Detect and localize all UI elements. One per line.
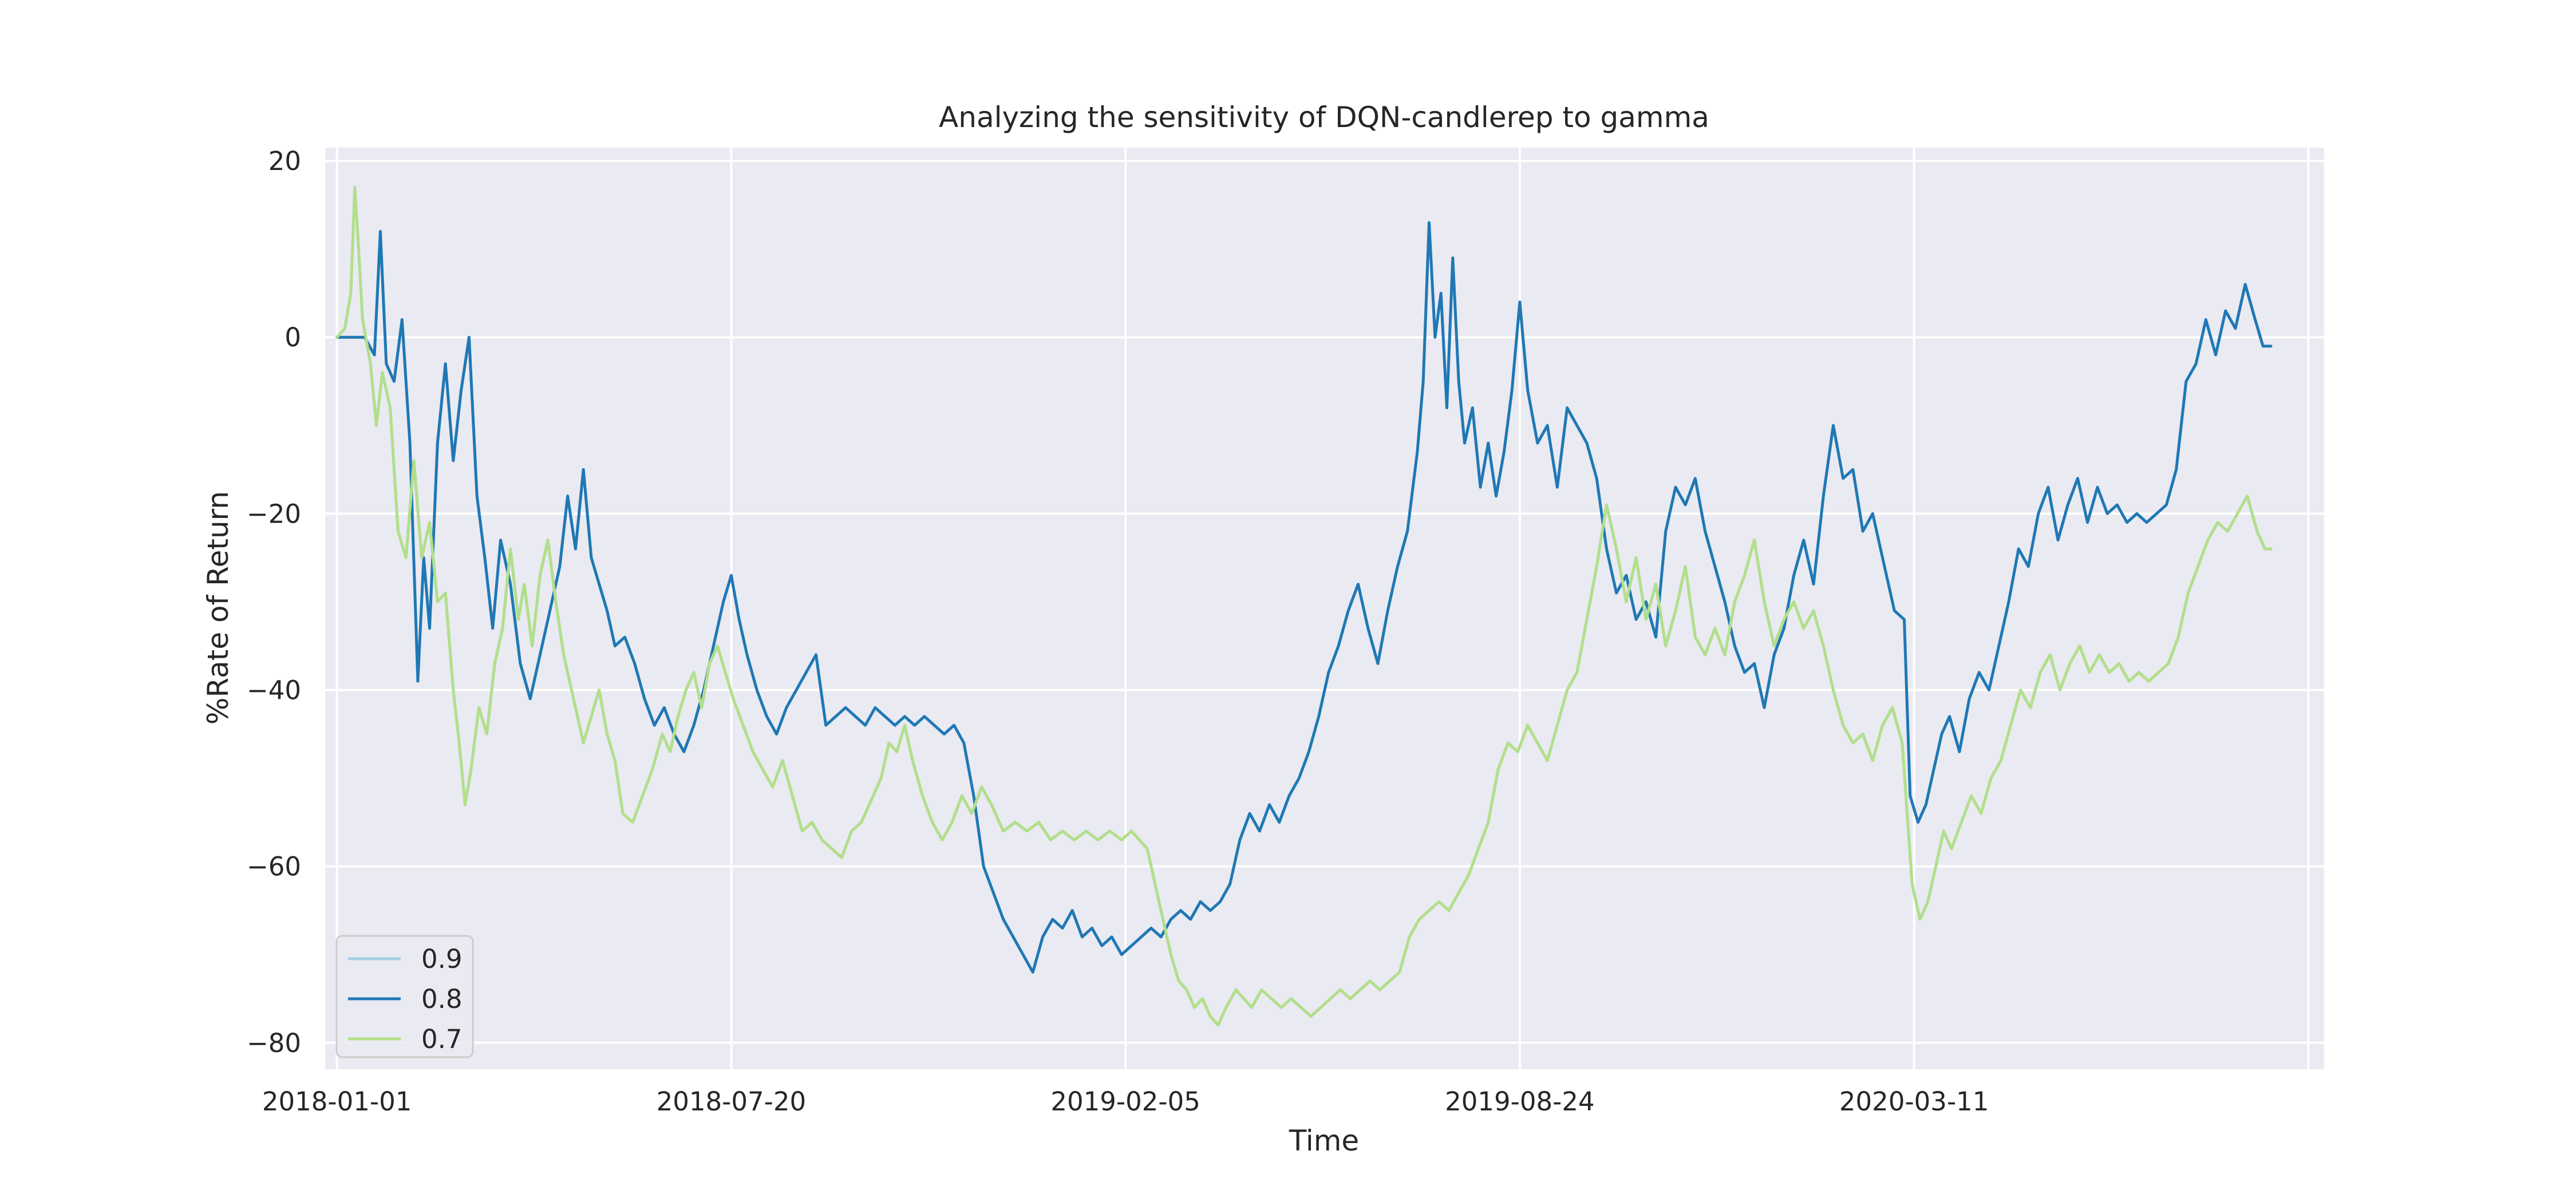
x-tick-label-1: 2018-07-20 [657,1086,807,1117]
y-tick-label-0: 20 [268,146,301,176]
grid [325,148,2324,1069]
x-tick-label-4: 2020-03-11 [1839,1086,1989,1117]
legend-label-0.8: 0.8 [421,984,463,1014]
x-tick-label-2: 2019-02-05 [1050,1086,1200,1117]
plot-area [325,148,2324,1069]
x-axis-label: Time [1289,1124,1359,1157]
legend-box [335,935,474,1058]
y-tick-label-4: −60 [247,852,301,882]
y-axis-label: %Rate of Return [202,491,235,725]
chart-title: Analyzing the sensitivity of DQN-candler… [939,101,1709,134]
series-line-0.8 [335,221,2273,974]
y-tick-label-5: −80 [247,1028,301,1058]
x-tick-label-3: 2019-08-24 [1445,1086,1595,1117]
y-tick-label-3: −40 [247,675,301,706]
legend-label-0.7: 0.7 [421,1024,463,1054]
legend[interactable]: 0.9 0.8 0.7 [335,935,474,1058]
series-lines [335,185,2273,1027]
x-tick-label-0: 2018-01-01 [262,1086,412,1117]
y-tick-label-2: −20 [247,499,301,529]
series-line-0.7 [335,185,2273,1027]
y-tick-label-1: 0 [285,322,301,353]
legend-label-0.9: 0.9 [421,944,463,974]
tick-labels: 20 0 −20 −40 −60 −80 2018-01-01 2018-07-20 2019-… [247,146,1989,1117]
